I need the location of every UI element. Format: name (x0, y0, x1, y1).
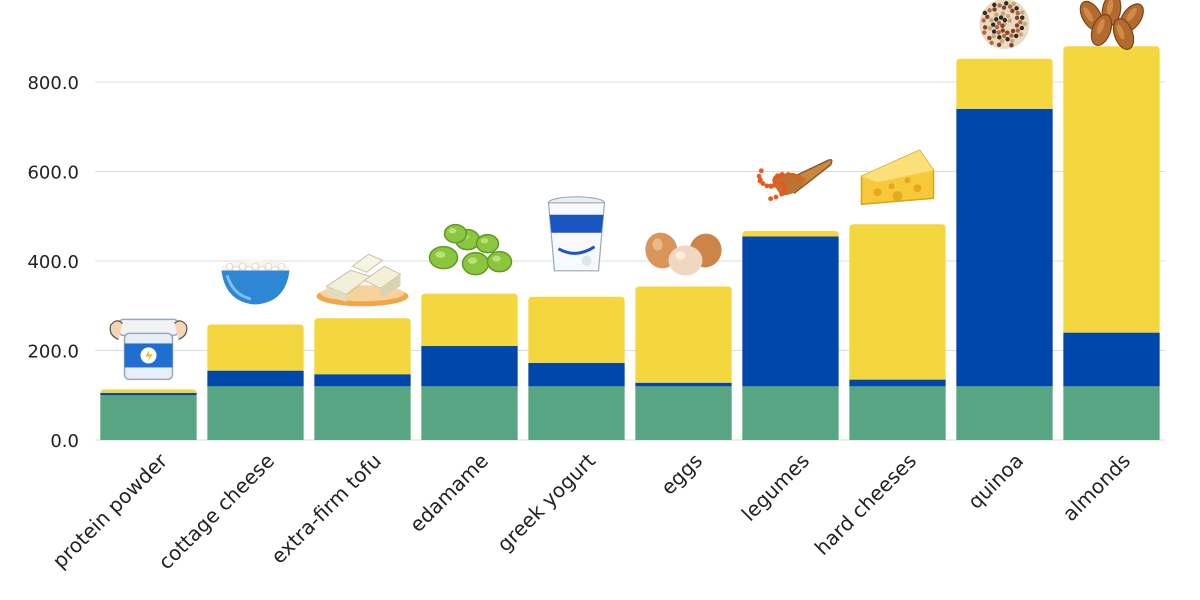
bar-segment-3 (1063, 46, 1160, 333)
category-label: legumes (737, 449, 814, 526)
bar-segment-2 (849, 379, 946, 387)
y-axis-tick-labels: 0.0 200.0 400.0 600.0 800.0 (27, 73, 79, 452)
bar-segment-2 (956, 108, 1053, 387)
category-label: extra-firm tofu (266, 449, 386, 569)
bar-segment-3 (100, 389, 197, 394)
bar-segment-2 (528, 363, 625, 387)
almonds-icon (1079, 0, 1144, 50)
bar-segment-1 (849, 386, 946, 440)
bar-segment-3 (742, 231, 839, 237)
bar-segment-2 (742, 236, 839, 387)
bar-segment-1 (314, 386, 411, 440)
bar-segment-3 (956, 58, 1053, 109)
category-label: cottage cheese (153, 449, 279, 575)
bar-segment-1 (421, 386, 518, 440)
eggs-icon (645, 232, 722, 276)
bar-segment-2 (207, 370, 304, 387)
category-label: greek yogurt (492, 448, 600, 556)
y-tick-label: 600.0 (27, 163, 79, 184)
y-tick-label: 200.0 (27, 342, 79, 363)
bar-segment-2 (100, 393, 197, 396)
protein-tub-icon (109, 318, 188, 381)
edamame-icon (428, 223, 513, 276)
category-label: protein powder (48, 448, 173, 573)
bar-segment-1 (100, 395, 197, 440)
y-tick-label: 0.0 (50, 431, 79, 452)
y-tick-label: 800.0 (27, 73, 79, 94)
cheese-wedge-icon (860, 149, 935, 206)
bar-segment-1 (635, 386, 732, 440)
quinoa-icon (979, 0, 1030, 49)
bar-segment-1 (207, 386, 304, 440)
tofu-icon (316, 253, 409, 307)
bar-segment-3 (849, 224, 946, 380)
bar-segment-3 (421, 293, 518, 347)
lentils-icon (756, 158, 833, 202)
category-label: quinoa (963, 449, 1028, 514)
y-tick-label: 400.0 (27, 252, 79, 273)
bar-segment-1 (742, 386, 839, 440)
bar-segment-3 (635, 286, 732, 383)
bar-segment-2 (635, 382, 732, 387)
bar-segment-2 (314, 374, 411, 387)
bar-segment-2 (1063, 332, 1160, 387)
bar-icons (109, 0, 1144, 381)
cottage-cheese-bowl-icon (221, 260, 290, 305)
bar-segment-1 (528, 386, 625, 440)
category-label: eggs (656, 449, 707, 500)
bar-segment-1 (1063, 386, 1160, 440)
bar-segment-3 (207, 324, 304, 371)
category-label: edamame (405, 449, 493, 537)
bar-segment-3 (528, 296, 625, 364)
bar-segment-2 (421, 346, 518, 387)
greek-yogurt-icon (547, 196, 606, 272)
category-label: hard cheeses (810, 449, 921, 560)
category-label: almonds (1058, 449, 1135, 526)
bars (100, 46, 1160, 440)
bar-segment-3 (314, 318, 411, 375)
bar-segment-1 (956, 386, 1053, 440)
